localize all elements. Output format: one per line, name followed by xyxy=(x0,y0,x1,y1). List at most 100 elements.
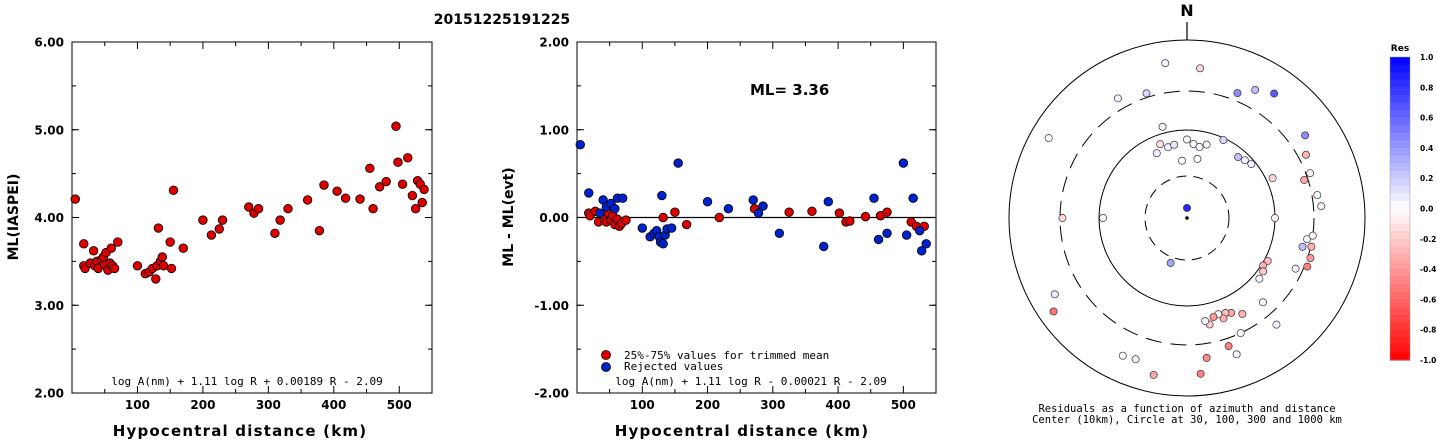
station-marker xyxy=(1255,274,1264,283)
left-y-tick-labels: 2.00 3.00 4.00 5.00 6.00 xyxy=(34,36,64,401)
colorbar-cells xyxy=(1389,56,1411,361)
colorbar-cell xyxy=(1390,87,1410,96)
station-marker xyxy=(1233,89,1242,98)
colorbar-cell xyxy=(1390,322,1410,331)
station-marker xyxy=(1268,174,1277,183)
colorbar-tick-label: 0.0 xyxy=(1420,205,1433,214)
x-tick-label: 500 xyxy=(387,398,412,412)
data-point xyxy=(869,193,879,203)
x-tick-label: 200 xyxy=(190,398,215,412)
data-point xyxy=(617,193,628,203)
station-marker xyxy=(1195,143,1204,151)
station-marker xyxy=(1240,156,1249,165)
station-marker xyxy=(1158,122,1167,131)
colorbar-cell xyxy=(1390,352,1410,361)
station-marker xyxy=(1149,370,1158,379)
data-point xyxy=(595,208,605,218)
data-point xyxy=(673,158,683,168)
station-marker xyxy=(1224,342,1233,351)
colorbar-cell xyxy=(1390,253,1410,263)
data-point xyxy=(132,261,143,271)
data-point xyxy=(391,121,401,131)
colorbar-tick-label: 0.2 xyxy=(1420,174,1433,183)
station-marker xyxy=(1044,134,1053,143)
x-tick-label: 200 xyxy=(695,398,720,412)
data-point xyxy=(283,204,293,214)
station-marker xyxy=(1301,131,1310,140)
colorbar-tick-label: -0.4 xyxy=(1420,265,1436,274)
colorbar-cell xyxy=(1390,178,1410,187)
ml-annotation: ML= 3.36 xyxy=(750,81,829,99)
ring-300km xyxy=(1059,90,1315,346)
station-marker xyxy=(1298,242,1307,251)
colorbar-tick-label: 0.8 xyxy=(1420,83,1433,92)
colorbar-frame xyxy=(1389,56,1411,361)
data-point xyxy=(845,216,855,226)
x-tick-label: 500 xyxy=(891,398,916,412)
station-marker xyxy=(1183,204,1191,212)
figure-title: 20151225191225 xyxy=(434,12,570,28)
colorbar-cell xyxy=(1390,163,1410,172)
ring-1000km xyxy=(1008,39,1366,397)
data-point xyxy=(109,263,120,274)
data-point xyxy=(898,158,909,168)
epicenter-marker xyxy=(1185,216,1189,220)
data-point xyxy=(681,219,692,230)
station-marker xyxy=(1050,290,1059,299)
data-point xyxy=(621,215,631,225)
station-marker xyxy=(1209,312,1218,321)
middle-tick-marks xyxy=(577,41,936,394)
data-point xyxy=(151,274,161,284)
data-point xyxy=(658,212,668,223)
data-point xyxy=(178,243,188,253)
data-point xyxy=(113,237,123,247)
station-marker xyxy=(1142,89,1151,98)
station-marker xyxy=(1113,94,1122,103)
station-marker xyxy=(1131,355,1140,364)
data-point xyxy=(575,139,585,150)
data-point xyxy=(723,204,734,214)
data-point xyxy=(397,179,408,189)
y-tick-label: 3.00 xyxy=(34,299,64,313)
colorbar-cell xyxy=(1390,276,1410,285)
data-point xyxy=(403,153,413,163)
colorbar-cell xyxy=(1390,337,1410,346)
station-marker xyxy=(1271,214,1279,222)
colorbar-tick-label: -1.0 xyxy=(1420,356,1436,365)
colorbar: Res 1.0 0.8 0.6 0.4 0.2 0.0 -0.2 -0.4 -0.6 -0.8 -1… xyxy=(1389,44,1436,365)
left-tick-marks xyxy=(72,41,432,394)
colorbar-cell xyxy=(1390,231,1410,240)
colorbar-cell xyxy=(1390,147,1410,157)
station-marker xyxy=(1049,307,1058,316)
colorbar-cell xyxy=(1390,57,1410,66)
station-marker xyxy=(1219,314,1228,323)
station-marker xyxy=(1219,136,1228,144)
station-marker xyxy=(1272,320,1281,329)
station-marker xyxy=(1232,350,1241,359)
middle-legend: 25%-75% values for trimmed mean Rejected… xyxy=(601,349,829,373)
station-marker xyxy=(1303,262,1312,271)
data-point xyxy=(244,202,254,212)
x-tick-label: 300 xyxy=(256,398,281,412)
colorbar-tick-label: 1.0 xyxy=(1420,53,1433,62)
data-point xyxy=(106,243,116,253)
station-marker xyxy=(1247,160,1256,168)
station-marker xyxy=(1202,140,1211,149)
x-tick-label: 400 xyxy=(321,398,346,412)
middle-y-tick-labels: -2.00 -1.00 0.00 1.00 2.00 xyxy=(534,36,569,401)
station-marker xyxy=(1291,264,1300,273)
middle-formula: log A(nm) + 1.11 log R - 0.00021 R - 2.0… xyxy=(615,375,887,388)
y-tick-label: 1.00 xyxy=(539,123,569,137)
data-point xyxy=(819,241,829,252)
data-point xyxy=(381,176,391,187)
data-point xyxy=(198,215,208,225)
colorbar-tick-label: -0.8 xyxy=(1420,326,1436,335)
left-plot-frame xyxy=(71,41,433,394)
station-marker xyxy=(1313,191,1322,199)
data-point xyxy=(784,207,794,217)
data-point xyxy=(158,261,169,271)
data-point xyxy=(407,190,418,201)
colorbar-cell xyxy=(1390,117,1410,126)
x-tick-label: 100 xyxy=(125,398,150,412)
colorbar-cell xyxy=(1390,299,1410,308)
